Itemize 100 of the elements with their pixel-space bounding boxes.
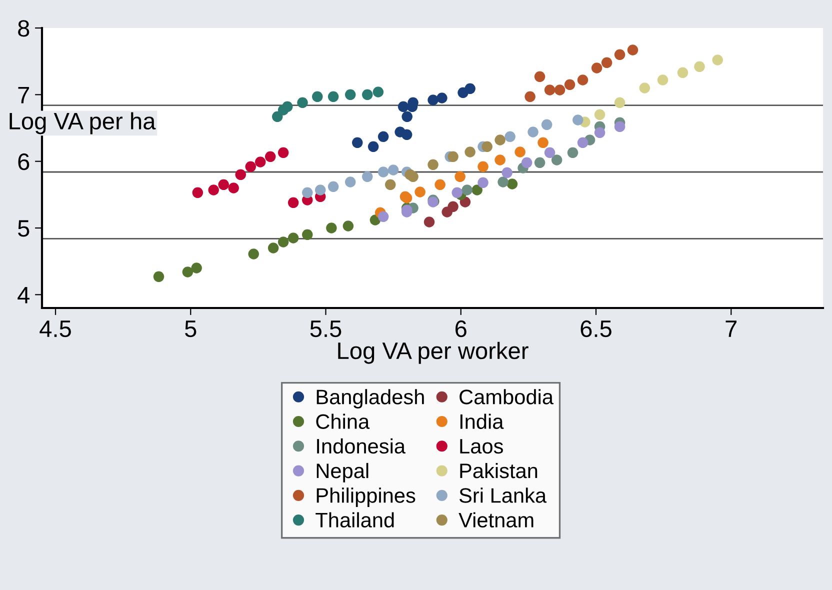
point xyxy=(462,184,472,196)
point xyxy=(627,44,638,56)
y-axis-title: Log VA per ha xyxy=(10,112,156,134)
point xyxy=(312,91,323,102)
point xyxy=(208,184,219,196)
legend-label: China xyxy=(316,414,370,429)
point xyxy=(328,181,339,192)
point xyxy=(278,236,289,248)
point xyxy=(524,91,536,102)
point xyxy=(494,154,506,166)
x-tick-label: 6.5 xyxy=(580,320,612,338)
point xyxy=(528,126,538,138)
point xyxy=(464,83,476,94)
point xyxy=(478,177,488,188)
y-tick-label: 5 xyxy=(18,220,30,237)
point xyxy=(506,178,518,190)
legend-label: Philippines xyxy=(316,488,416,508)
point xyxy=(594,109,606,120)
x-tick-label: 7 xyxy=(726,320,736,337)
point xyxy=(328,91,339,102)
point xyxy=(192,187,204,198)
point xyxy=(342,220,354,232)
point xyxy=(191,262,202,274)
point xyxy=(278,147,289,158)
point xyxy=(504,131,516,142)
legend-label: Laos xyxy=(460,439,503,454)
point xyxy=(572,114,584,126)
point xyxy=(478,161,488,172)
legend-label: Bangladesh xyxy=(316,389,424,408)
legend-label: Vietnam xyxy=(458,512,534,528)
point xyxy=(448,201,458,212)
point xyxy=(544,147,556,158)
point xyxy=(498,176,508,188)
y-tick-label: 6 xyxy=(18,153,30,170)
point xyxy=(712,54,723,66)
point xyxy=(541,119,552,130)
point xyxy=(482,141,492,152)
point xyxy=(452,187,462,198)
point xyxy=(601,57,612,68)
point xyxy=(614,121,626,132)
point xyxy=(254,156,266,168)
point xyxy=(538,137,548,148)
point xyxy=(554,84,566,96)
point xyxy=(564,79,576,90)
point xyxy=(614,49,626,60)
y-tick-label: 4 xyxy=(18,286,30,304)
point xyxy=(362,171,373,182)
point xyxy=(264,151,276,162)
point xyxy=(235,169,246,180)
point xyxy=(577,74,588,86)
point xyxy=(551,154,562,166)
x-axis-title: Log VA per worker xyxy=(338,342,528,364)
point xyxy=(218,179,229,190)
point xyxy=(372,86,384,98)
y-tick-label: 7 xyxy=(18,86,30,104)
point xyxy=(657,74,668,86)
point xyxy=(302,187,313,198)
legend-label: Nepal xyxy=(316,462,368,482)
point xyxy=(288,197,299,208)
point xyxy=(314,184,326,196)
point xyxy=(472,184,482,196)
point xyxy=(464,146,476,158)
x-tick-label: 5 xyxy=(185,320,196,338)
point xyxy=(577,137,588,148)
point xyxy=(288,232,299,244)
point xyxy=(402,111,412,122)
x-tick-label: 6 xyxy=(456,320,466,338)
point xyxy=(534,71,546,82)
point xyxy=(428,94,438,106)
point xyxy=(448,151,458,162)
point xyxy=(454,171,466,182)
point xyxy=(182,266,194,278)
legend-label: Cambodia xyxy=(460,389,554,404)
point xyxy=(272,111,283,122)
point xyxy=(384,179,396,190)
point xyxy=(268,242,279,254)
point xyxy=(639,82,650,94)
point xyxy=(404,169,416,180)
point xyxy=(248,248,259,260)
point xyxy=(368,141,379,152)
point xyxy=(534,157,546,168)
point xyxy=(428,159,438,170)
legend-label: Pakistan xyxy=(460,462,538,478)
point xyxy=(521,157,532,168)
x-tick-label: 4.5 xyxy=(40,320,71,338)
point xyxy=(614,97,626,108)
legend-label: Thailand xyxy=(316,512,394,528)
point xyxy=(677,67,688,78)
x-tick-label: 5.5 xyxy=(310,320,342,338)
point xyxy=(414,186,426,198)
point xyxy=(344,176,356,188)
point xyxy=(388,164,399,176)
point xyxy=(153,271,164,282)
point xyxy=(591,62,602,74)
point xyxy=(228,182,239,194)
point xyxy=(282,101,293,112)
point xyxy=(398,101,409,112)
legend-label: India xyxy=(460,414,504,429)
point xyxy=(514,146,526,158)
point xyxy=(434,179,446,190)
